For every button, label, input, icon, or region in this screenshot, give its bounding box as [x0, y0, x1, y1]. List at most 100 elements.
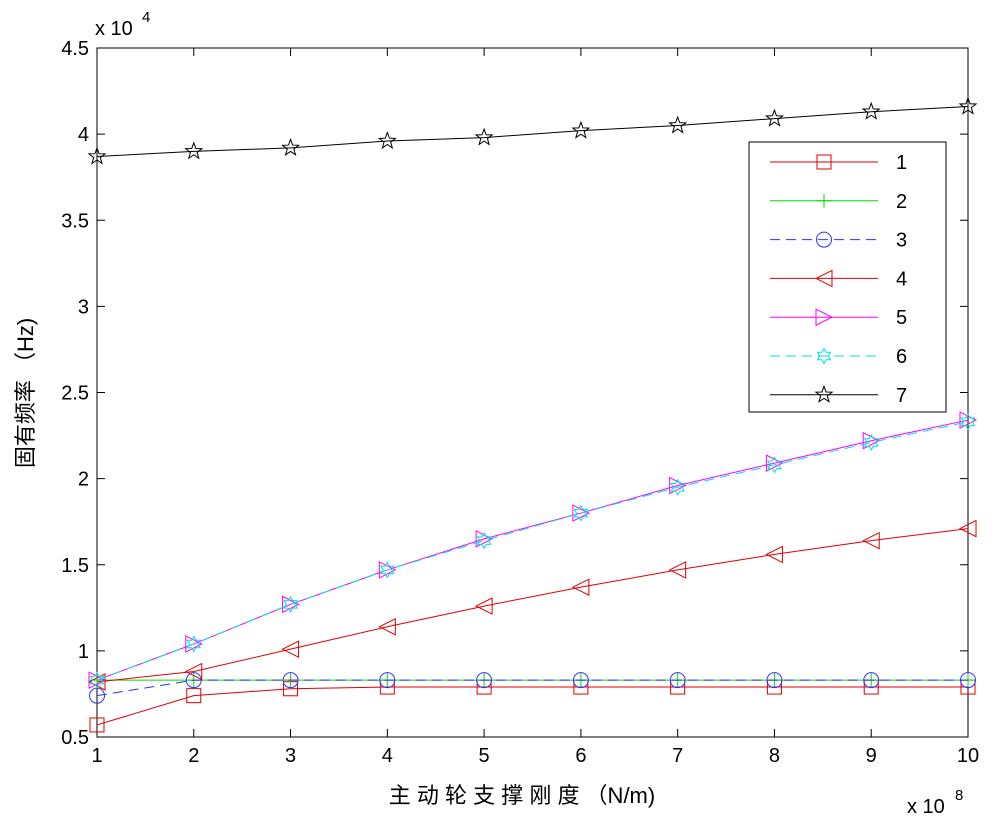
y-tick-label: 4 — [78, 124, 89, 146]
y-tick-label: 1 — [78, 641, 89, 663]
series-line — [96, 528, 969, 683]
data-point — [863, 433, 879, 451]
series-line — [96, 419, 969, 681]
series-line — [96, 686, 968, 726]
legend-item-3: 3 — [770, 230, 907, 252]
data-point — [863, 672, 880, 689]
legend: 1 2 3 4 5 6 7 — [770, 152, 907, 407]
data-point — [474, 127, 494, 146]
y-tick-label: 1.5 — [61, 555, 89, 577]
legend-marker — [817, 193, 831, 208]
data-point — [669, 476, 687, 495]
data-point — [669, 672, 686, 689]
data-point — [282, 595, 300, 614]
data-point — [89, 717, 105, 733]
x-tick-label: 10 — [957, 745, 979, 767]
legend-item-6: 6 — [770, 346, 907, 368]
series-line — [96, 421, 969, 681]
data-point — [281, 137, 301, 156]
series-layer — [87, 96, 978, 733]
data-point — [668, 115, 688, 134]
y-multiplier-exponent: 4 — [142, 9, 150, 26]
data-point — [87, 673, 106, 691]
data-point — [765, 454, 784, 472]
y-axis-label: 固有频率 （Hz) — [13, 318, 38, 468]
data-point — [474, 597, 493, 615]
legend-item-7: 7 — [770, 385, 907, 407]
legend-marker — [814, 269, 833, 288]
x-tick-label: 2 — [188, 745, 199, 767]
legend-marker — [816, 347, 832, 365]
series-5 — [88, 411, 978, 689]
data-point — [186, 688, 202, 704]
x-tick-label: 4 — [382, 745, 393, 767]
data-point — [475, 530, 494, 548]
x-tick-label: 6 — [575, 745, 586, 767]
y-tick-label: 2.5 — [61, 383, 89, 405]
data-point — [960, 672, 976, 689]
x-tick-label: 7 — [672, 745, 683, 767]
data-point — [670, 478, 686, 496]
y-tick-label: 0.5 — [61, 727, 89, 749]
data-point — [87, 146, 107, 165]
series-6 — [89, 413, 976, 689]
data-point — [379, 561, 395, 579]
data-point — [668, 561, 687, 579]
x-tick-label: 1 — [91, 745, 102, 767]
data-point — [89, 671, 105, 689]
y-tick-label: 3 — [78, 296, 89, 318]
data-point — [959, 411, 978, 429]
x-tick-label: 3 — [285, 745, 296, 767]
legend-item-2: 2 — [770, 191, 907, 213]
data-point — [572, 504, 591, 522]
x-tick-label: 5 — [479, 745, 490, 767]
x-axis-label: 主 动 轮 支 撑 刚 度 （N/m) — [389, 783, 655, 808]
series-3 — [89, 672, 976, 704]
legend-label: 4 — [896, 268, 907, 290]
x-multiplier-exponent: 8 — [955, 787, 963, 804]
series-line — [96, 679, 968, 697]
legend-item-4: 4 — [770, 268, 907, 290]
data-point — [377, 131, 397, 150]
x-multiplier-label: x 10 — [907, 796, 945, 818]
y-axis-ticks: 0.5 1 1.5 2 2.5 3 3.5 4 4.5 — [61, 38, 968, 749]
data-point — [185, 635, 203, 653]
x-tick-label: 8 — [769, 745, 780, 767]
data-point — [573, 504, 589, 522]
y-tick-label: 3.5 — [61, 210, 89, 232]
y-tick-label: 4.5 — [61, 38, 89, 60]
data-point — [282, 672, 299, 689]
data-point — [88, 671, 107, 689]
y-multiplier-label: x 10 — [95, 18, 133, 40]
legend-marker — [816, 154, 832, 170]
data-point — [476, 532, 492, 550]
data-point — [960, 413, 976, 431]
legend-label: 3 — [896, 230, 907, 252]
data-point — [185, 672, 202, 689]
data-point — [184, 141, 204, 160]
data-point — [571, 578, 590, 596]
data-point — [766, 672, 783, 689]
legend-marker — [814, 384, 834, 403]
data-point — [281, 640, 300, 658]
data-point — [378, 617, 396, 636]
data-point — [379, 672, 396, 689]
data-point — [378, 561, 397, 579]
data-point — [862, 431, 881, 450]
series-4 — [87, 519, 977, 691]
data-point — [283, 595, 298, 613]
legend-item-5: 5 — [770, 307, 907, 329]
data-point — [186, 635, 202, 653]
data-point — [184, 662, 203, 681]
data-point — [571, 120, 591, 139]
data-point — [765, 545, 783, 564]
legend-label: 7 — [896, 385, 907, 407]
series-7 — [87, 96, 978, 165]
data-point — [572, 672, 589, 689]
legend-box — [748, 141, 947, 413]
legend-label: 6 — [896, 346, 907, 368]
legend-marker — [816, 231, 832, 248]
y-tick-label: 2 — [78, 469, 89, 491]
data-point — [767, 456, 782, 474]
